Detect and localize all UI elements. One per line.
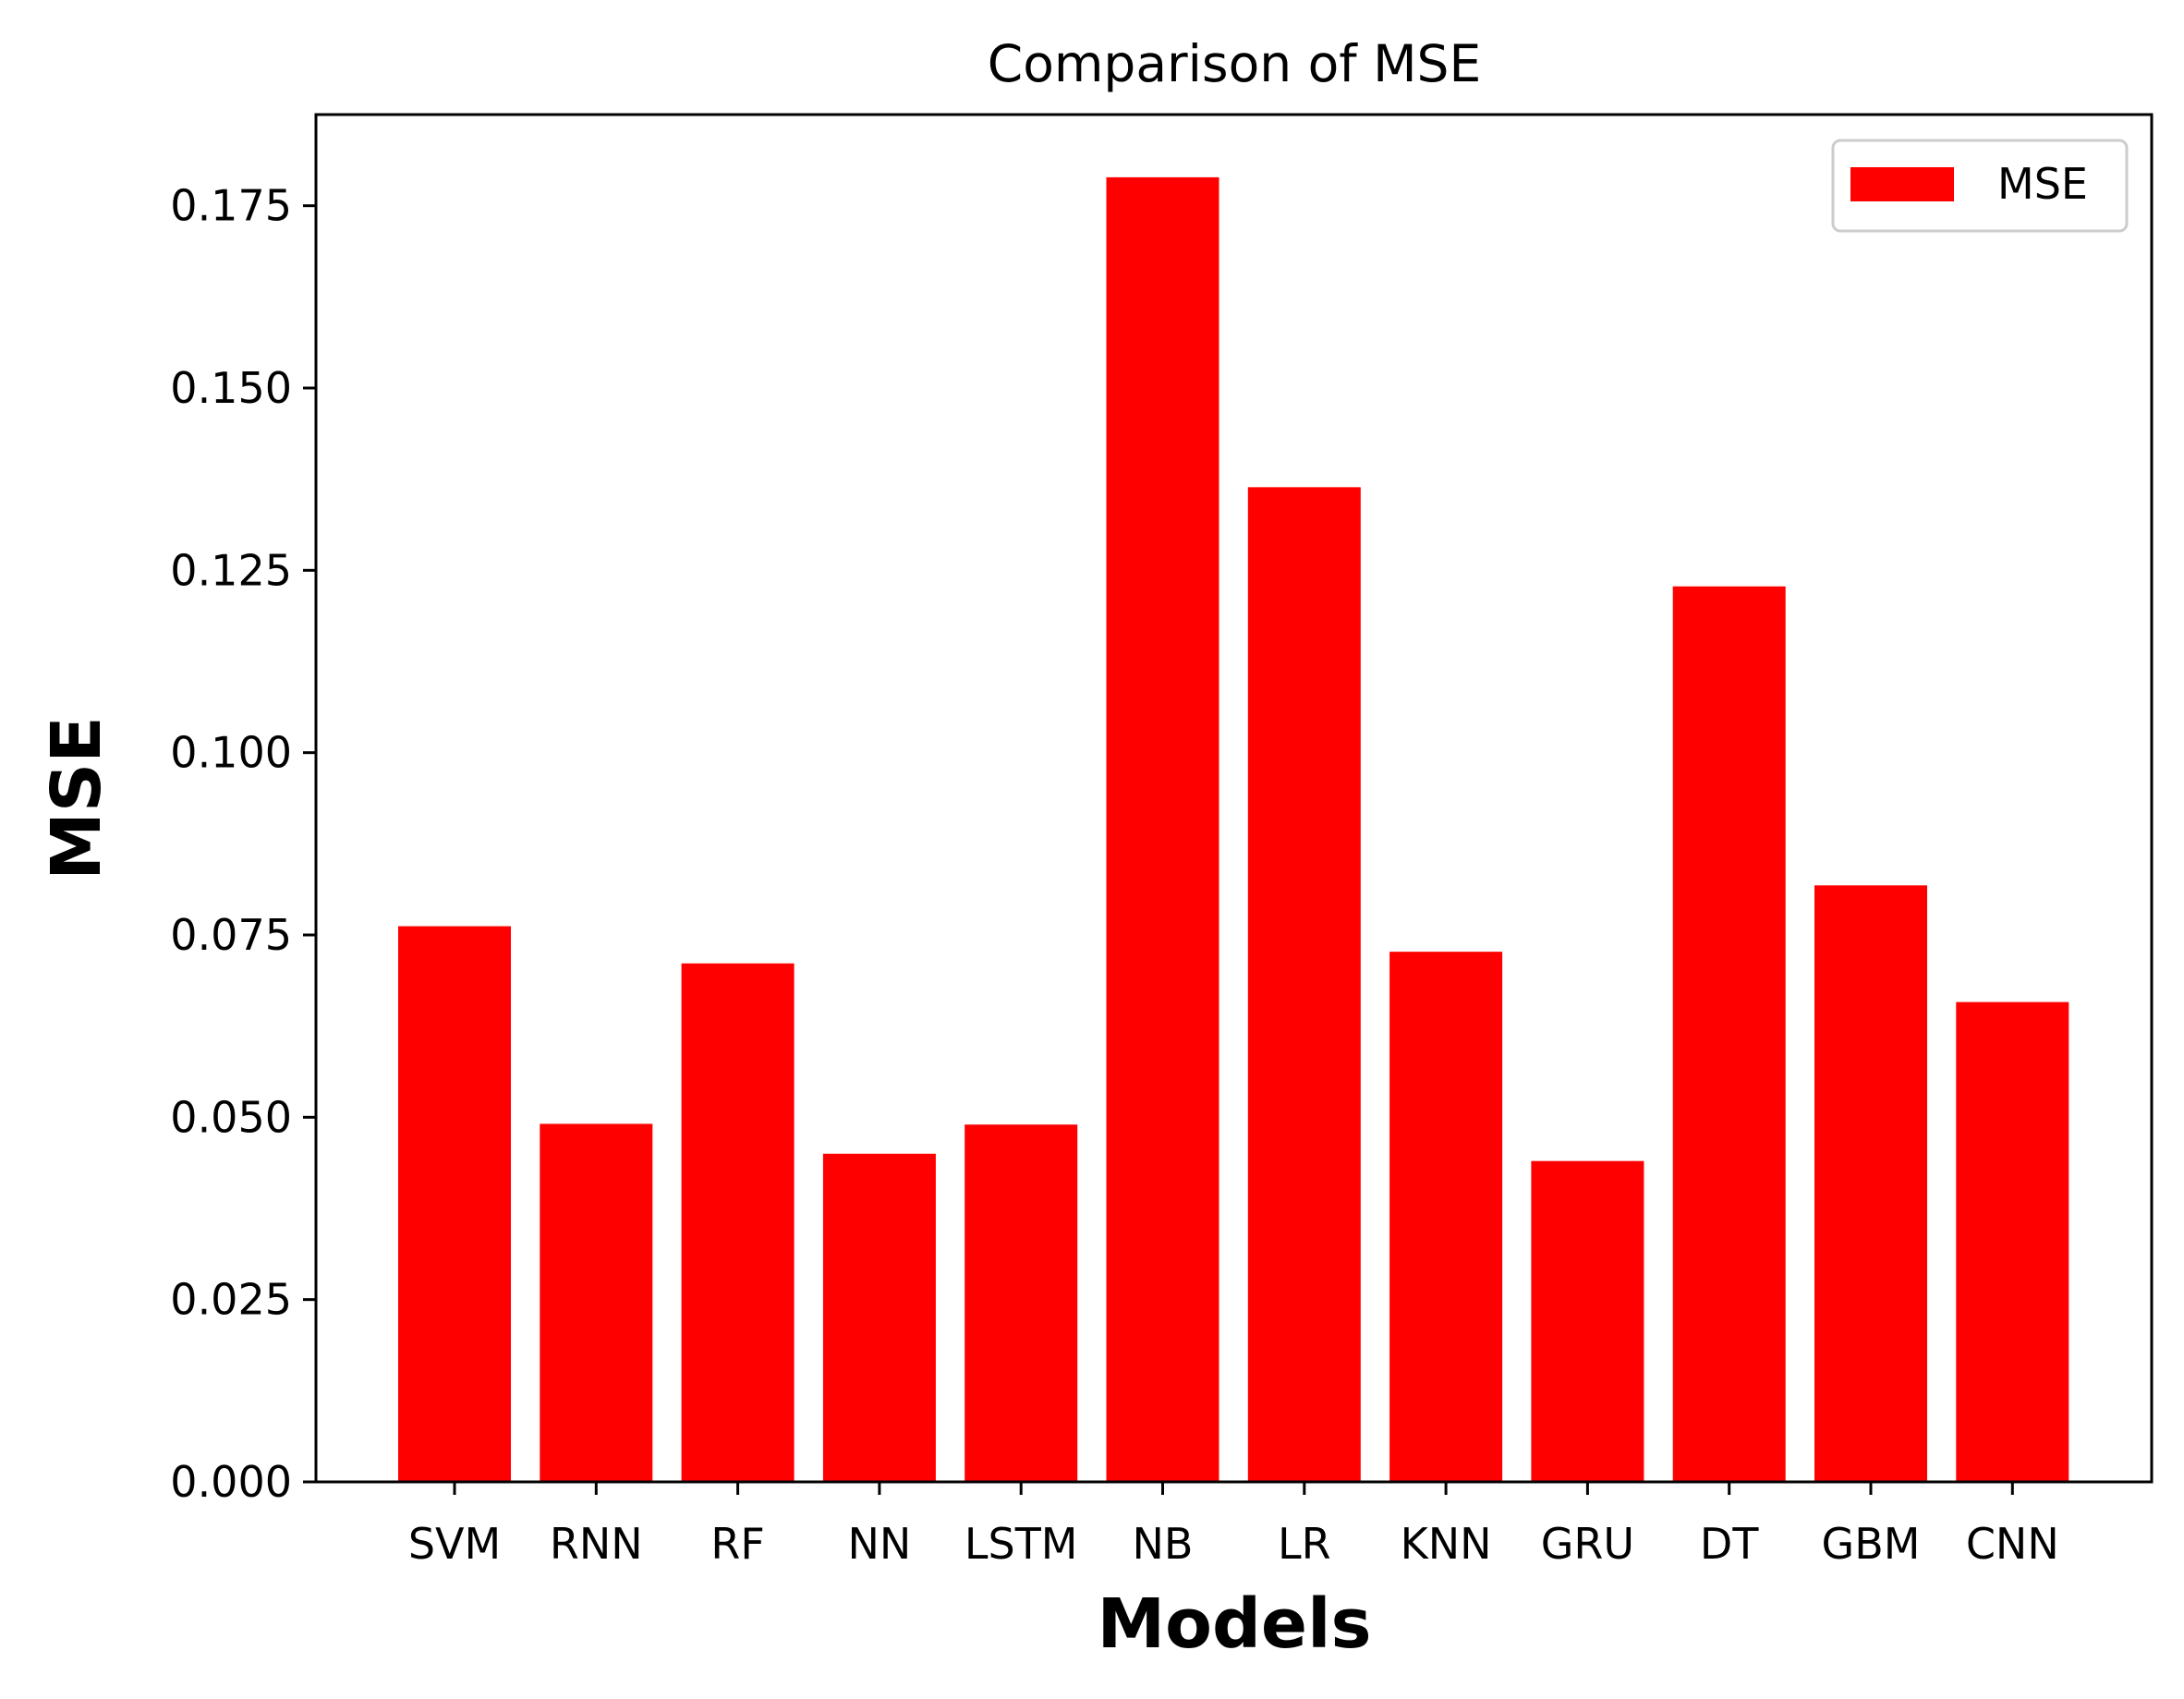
x-ticks-group: SVM RNN RF NN LSTM NB LR KNN GRU DT GBM CNN bbox=[408, 1482, 2059, 1569]
bar-lstm bbox=[965, 1124, 1078, 1482]
bar-knn bbox=[1389, 952, 1503, 1482]
bar-dt bbox=[1672, 586, 1786, 1482]
bar-gbm bbox=[1814, 885, 1927, 1482]
x-tick-label: LR bbox=[1278, 1519, 1331, 1569]
y-axis-label: MSE bbox=[37, 716, 116, 880]
y-tick-label: 0.125 bbox=[170, 545, 292, 595]
bars-group bbox=[398, 176, 2069, 1482]
bar-nb bbox=[1106, 176, 1219, 1482]
bar-rnn bbox=[540, 1123, 653, 1482]
x-tick-label: KNN bbox=[1401, 1519, 1492, 1569]
bar-svm bbox=[398, 926, 511, 1482]
x-tick-label: NB bbox=[1133, 1519, 1194, 1569]
y-tick-label: 0.000 bbox=[170, 1457, 292, 1507]
x-tick-label: SVM bbox=[408, 1519, 501, 1569]
y-tick-label: 0.075 bbox=[170, 910, 292, 960]
x-tick-label: GBM bbox=[1822, 1519, 1921, 1569]
y-tick-label: 0.100 bbox=[170, 728, 292, 778]
x-tick-label: GRU bbox=[1541, 1519, 1634, 1569]
bar-rf bbox=[681, 963, 795, 1482]
bar-lr bbox=[1247, 487, 1361, 1482]
legend-swatch bbox=[1850, 167, 1954, 201]
y-tick-label: 0.150 bbox=[170, 363, 292, 413]
x-tick-label: CNN bbox=[1966, 1519, 2059, 1569]
plot-frame bbox=[314, 113, 2154, 1484]
x-tick-label: NN bbox=[847, 1519, 911, 1569]
legend-box bbox=[1831, 139, 2129, 233]
legend-label: MSE bbox=[1997, 159, 2088, 209]
x-tick-label: DT bbox=[1700, 1519, 1759, 1569]
bar-gru bbox=[1531, 1160, 1644, 1482]
y-ticks-group: 0.000 0.025 0.050 0.075 0.100 0.125 0.150 0.175 bbox=[170, 181, 316, 1507]
y-tick-label: 0.175 bbox=[170, 181, 292, 231]
x-axis-label: Models bbox=[1097, 1584, 1371, 1664]
legend: MSE bbox=[1831, 139, 2129, 233]
chart-title: Comparison of MSE bbox=[988, 34, 1481, 93]
x-tick-label: RNN bbox=[550, 1519, 643, 1569]
y-tick-label: 0.025 bbox=[170, 1275, 292, 1325]
x-tick-label: LSTM bbox=[965, 1519, 1078, 1569]
bar-cnn bbox=[1956, 1001, 2069, 1482]
x-tick-label: RF bbox=[710, 1519, 764, 1569]
bar-nn bbox=[822, 1153, 936, 1482]
y-tick-label: 0.050 bbox=[170, 1092, 292, 1142]
